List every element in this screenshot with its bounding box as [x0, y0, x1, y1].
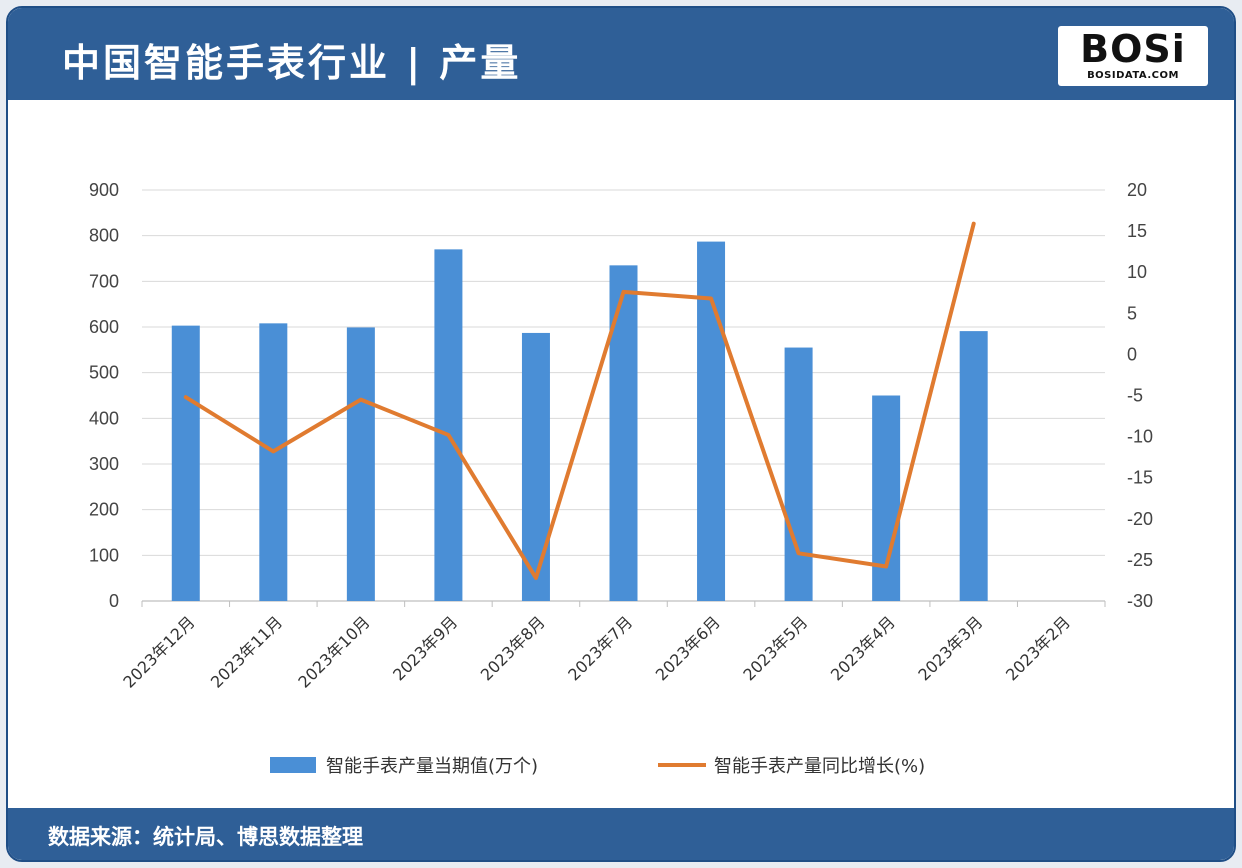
- x-tick-label: 2023年6月: [652, 612, 724, 684]
- right-tick-label: -20: [1127, 509, 1153, 529]
- left-tick-label: 100: [89, 545, 119, 565]
- line-point: [359, 398, 363, 402]
- line-point: [972, 222, 976, 226]
- bar: [521, 332, 550, 601]
- line-point: [622, 290, 625, 294]
- footer-bar: 数据来源：统计局、博思数据整理: [8, 808, 1234, 860]
- x-tick-label: 2023年10月: [294, 612, 373, 691]
- right-axis-ticks: -30 -25 -20 -15 -10 -5 0 5 10 15 20: [1127, 180, 1153, 611]
- header-bar: 中国智能手表行业 | 产量 BOSi BOSIDATA.COM: [8, 8, 1234, 100]
- line-point: [884, 564, 888, 568]
- line-point: [534, 576, 538, 580]
- x-tick-label: 2023年9月: [389, 612, 461, 684]
- right-tick-label: 10: [1127, 262, 1147, 282]
- line-series: [183, 221, 976, 580]
- line-point: [446, 433, 450, 437]
- line-point: [797, 551, 801, 555]
- source-note: 数据来源：统计局、博思数据整理: [48, 825, 363, 849]
- logo-text: BOSi: [1080, 27, 1186, 71]
- left-tick-label: 800: [89, 226, 119, 246]
- left-tick-label: 900: [89, 180, 119, 200]
- x-tick-label: 2023年4月: [827, 612, 899, 684]
- right-tick-label: 20: [1127, 180, 1147, 200]
- legend-bar-swatch: [270, 757, 316, 773]
- bar: [609, 265, 638, 601]
- logo-subtext: BOSIDATA.COM: [1087, 70, 1179, 81]
- x-tick-label: 2023年8月: [477, 612, 549, 684]
- bar: [697, 241, 726, 601]
- page-title: 中国智能手表行业 | 产量: [62, 41, 522, 85]
- x-tick-label: 2023年5月: [739, 612, 811, 684]
- bosi-logo: BOSi BOSIDATA.COM: [1058, 26, 1208, 86]
- bar-series: [171, 241, 988, 601]
- left-tick-label: 700: [89, 271, 119, 291]
- bar: [872, 395, 901, 601]
- legend-line-label: 智能手表产量同比增长(%): [714, 756, 925, 777]
- chart-frame: 中国智能手表行业 | 产量 BOSi BOSIDATA.COM 数据来源：统计局…: [6, 6, 1236, 862]
- chart-legend: 智能手表产量当期值(万个) 智能手表产量同比增长(%): [270, 756, 925, 777]
- bar: [171, 325, 200, 601]
- bar: [434, 249, 463, 601]
- line-point: [184, 395, 188, 399]
- x-tick-label: 2023年2月: [1002, 612, 1074, 684]
- right-tick-label: 15: [1127, 221, 1147, 241]
- x-tick-label: 2023年11月: [207, 612, 286, 691]
- right-tick-label: -5: [1127, 386, 1143, 406]
- left-tick-label: 500: [89, 363, 119, 383]
- right-tick-label: 5: [1127, 303, 1137, 323]
- bar: [959, 331, 988, 601]
- right-tick-label: -30: [1127, 591, 1153, 611]
- x-axis-ticks: 2023年12月 2023年11月 2023年10月 2023年9月 2023年8月 20…: [119, 601, 1106, 692]
- bar: [259, 323, 288, 601]
- right-tick-label: -10: [1127, 427, 1153, 447]
- line-point: [709, 297, 713, 301]
- bar: [784, 347, 813, 601]
- left-axis-ticks: 0 100 200 300 400 500 600 700 800 900: [89, 180, 119, 611]
- growth-line: [183, 221, 976, 580]
- x-tick-label: 2023年7月: [564, 612, 636, 684]
- x-tick-label: 2023年12月: [119, 612, 198, 691]
- x-tick-label: 2023年3月: [914, 612, 986, 684]
- right-tick-label: -25: [1127, 550, 1153, 570]
- left-tick-label: 600: [89, 317, 119, 337]
- line-point: [271, 449, 275, 453]
- right-tick-label: 0: [1127, 344, 1137, 364]
- legend-bar-label: 智能手表产量当期值(万个): [326, 756, 538, 777]
- left-tick-label: 400: [89, 408, 119, 428]
- left-tick-label: 0: [109, 591, 119, 611]
- left-tick-label: 200: [89, 500, 119, 520]
- bar: [346, 327, 375, 601]
- left-tick-label: 300: [89, 454, 119, 474]
- right-tick-label: -15: [1127, 468, 1153, 488]
